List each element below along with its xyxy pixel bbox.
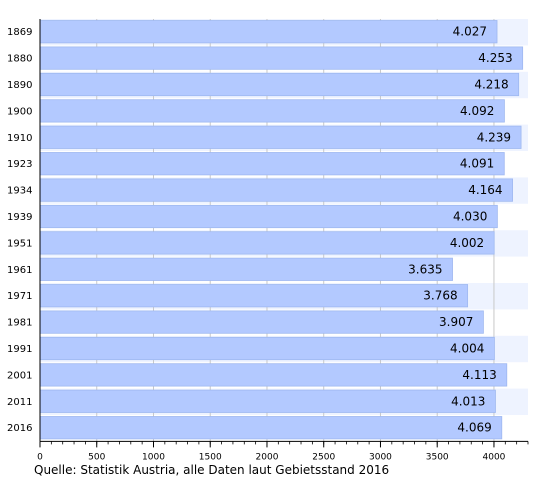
bar xyxy=(39,46,524,70)
value-label: 4.004 xyxy=(450,342,484,356)
bar xyxy=(39,231,495,255)
category-label: 1991 xyxy=(7,344,32,355)
bar xyxy=(39,416,503,440)
value-label: 4.239 xyxy=(477,130,511,144)
tick-label: 0 xyxy=(37,452,43,462)
bar xyxy=(39,310,484,334)
bar xyxy=(39,20,498,44)
value-label: 4.091 xyxy=(460,157,494,171)
value-label: 4.113 xyxy=(462,368,496,382)
category-label: 1869 xyxy=(7,27,32,38)
bar xyxy=(39,72,520,97)
tick-label: 1500 xyxy=(199,452,222,462)
x-axis: 0 500 1000 1500 2000 2500 3000 3500 4000 xyxy=(37,19,529,462)
tick-label: 3000 xyxy=(369,452,392,462)
value-label: 4.164 xyxy=(468,183,502,197)
bar xyxy=(39,204,498,229)
bars xyxy=(39,20,524,440)
category-label: 1934 xyxy=(7,186,32,197)
value-label: 3.907 xyxy=(439,315,473,329)
bar xyxy=(39,363,508,387)
bar xyxy=(39,178,513,202)
bar xyxy=(39,257,453,281)
value-label: 4.027 xyxy=(453,25,487,39)
category-labels: 1869 1880 1890 1900 1910 1923 1934 1939 1951 1961… xyxy=(7,27,32,434)
bar xyxy=(39,125,522,149)
value-label: 4.013 xyxy=(451,394,485,408)
value-labels: 4.027 4.253 4.218 4.092 4.239 4.091 4.164 4.030… xyxy=(408,25,512,435)
tick-label: 2000 xyxy=(256,452,279,462)
tick-label: 500 xyxy=(88,452,105,462)
category-label: 1890 xyxy=(7,80,32,91)
category-label: 1910 xyxy=(7,133,32,144)
bar xyxy=(39,336,495,361)
tick-label: 2500 xyxy=(312,452,335,462)
category-label: 1961 xyxy=(7,265,32,276)
value-label: 4.002 xyxy=(450,236,484,250)
bar xyxy=(39,99,505,123)
tick-label: 3500 xyxy=(426,452,449,462)
bar xyxy=(39,152,505,176)
category-label: 1981 xyxy=(7,318,32,329)
value-label: 3.768 xyxy=(423,289,457,303)
value-label: 4.092 xyxy=(460,104,494,118)
category-label: 1971 xyxy=(7,291,32,302)
category-label: 2001 xyxy=(7,370,32,381)
category-label: 1939 xyxy=(7,212,32,223)
tick-label: 1000 xyxy=(142,452,165,462)
tick-label: 4000 xyxy=(483,452,506,462)
category-label: 1951 xyxy=(7,238,32,249)
category-label: 1923 xyxy=(7,159,32,170)
value-label: 4.253 xyxy=(478,51,512,65)
category-label: 2011 xyxy=(7,397,32,408)
value-label: 4.069 xyxy=(457,421,491,435)
value-label: 4.218 xyxy=(474,78,508,92)
value-label: 4.030 xyxy=(453,210,487,224)
value-label: 3.635 xyxy=(408,262,442,276)
category-label: 1880 xyxy=(7,54,32,65)
category-label: 1900 xyxy=(7,106,32,117)
category-label: 2016 xyxy=(7,423,32,434)
bar xyxy=(39,284,469,308)
bar xyxy=(39,389,496,413)
source-note: Quelle: Statistik Austria, alle Daten la… xyxy=(34,463,390,477)
